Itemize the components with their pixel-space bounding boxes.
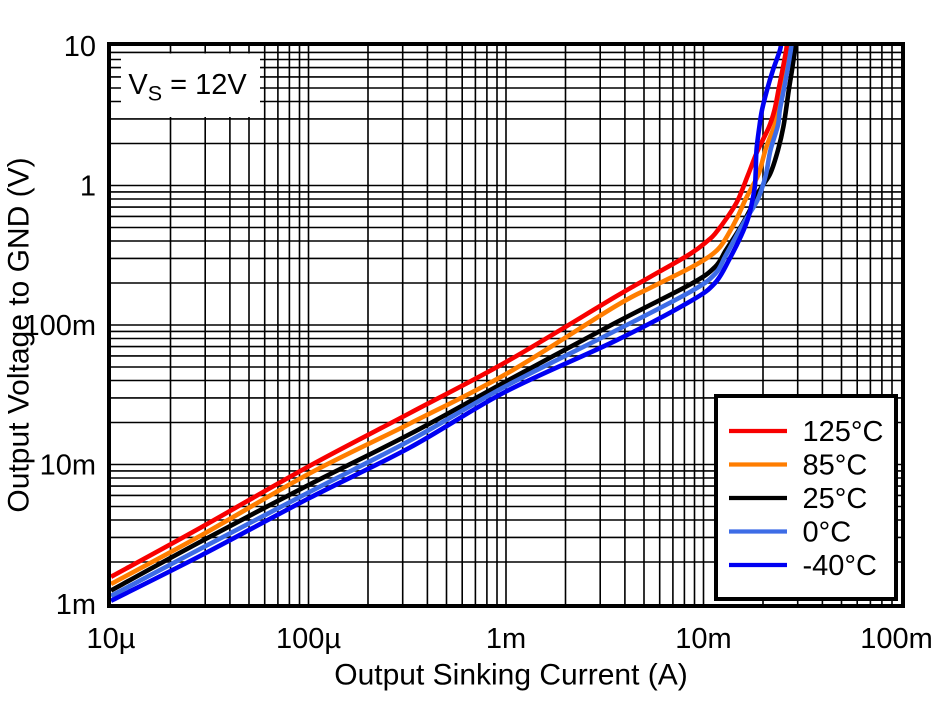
- svg-text:1m: 1m: [56, 589, 96, 621]
- svg-text:1: 1: [80, 171, 96, 203]
- svg-text:100m: 100m: [860, 623, 931, 655]
- svg-text:100m: 100m: [23, 310, 96, 342]
- svg-text:Output Voltage to GND (V): Output Voltage to GND (V): [3, 157, 36, 512]
- svg-text:1m: 1m: [486, 623, 526, 655]
- svg-text:10m: 10m: [675, 623, 731, 655]
- svg-text:VS = 12V: VS = 12V: [128, 69, 247, 105]
- svg-text:-40°C: -40°C: [803, 550, 877, 582]
- svg-text:25°C: 25°C: [803, 483, 868, 515]
- svg-text:125°C: 125°C: [803, 416, 884, 448]
- svg-text:Output Sinking Current (A): Output Sinking Current (A): [334, 659, 687, 692]
- svg-text:10: 10: [64, 31, 96, 63]
- svg-text:10m: 10m: [40, 450, 96, 482]
- svg-text:85°C: 85°C: [803, 450, 868, 482]
- svg-text:100µ: 100µ: [276, 623, 341, 655]
- svg-text:0°C: 0°C: [803, 517, 852, 549]
- svg-text:10µ: 10µ: [87, 623, 136, 655]
